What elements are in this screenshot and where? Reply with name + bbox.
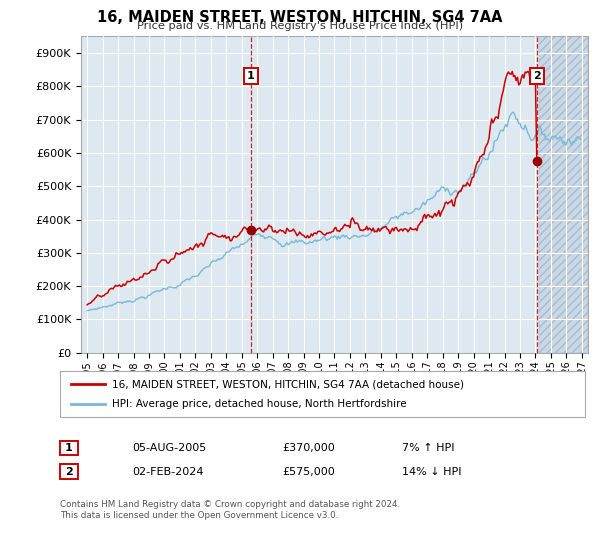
Text: 2: 2 [65, 466, 73, 477]
Text: 16, MAIDEN STREET, WESTON, HITCHIN, SG4 7AA: 16, MAIDEN STREET, WESTON, HITCHIN, SG4 … [97, 10, 503, 25]
Text: 1: 1 [65, 443, 73, 453]
Text: Contains HM Land Registry data © Crown copyright and database right 2024.: Contains HM Land Registry data © Crown c… [60, 500, 400, 508]
Bar [539, 36, 588, 353]
Text: 14% ↓ HPI: 14% ↓ HPI [402, 466, 461, 477]
Text: Price paid vs. HM Land Registry's House Price Index (HPI): Price paid vs. HM Land Registry's House … [137, 21, 463, 31]
Text: £370,000: £370,000 [282, 443, 335, 453]
Text: 2: 2 [533, 71, 541, 81]
Text: 05-AUG-2005: 05-AUG-2005 [132, 443, 206, 453]
Text: HPI: Average price, detached house, North Hertfordshire: HPI: Average price, detached house, Nort… [112, 399, 407, 409]
Text: 02-FEB-2024: 02-FEB-2024 [132, 466, 203, 477]
Text: 1: 1 [247, 71, 255, 81]
Text: This data is licensed under the Open Government Licence v3.0.: This data is licensed under the Open Gov… [60, 511, 338, 520]
Text: £575,000: £575,000 [282, 466, 335, 477]
Text: 16, MAIDEN STREET, WESTON, HITCHIN, SG4 7AA (detached house): 16, MAIDEN STREET, WESTON, HITCHIN, SG4 … [112, 379, 464, 389]
Text: 7% ↑ HPI: 7% ↑ HPI [402, 443, 455, 453]
